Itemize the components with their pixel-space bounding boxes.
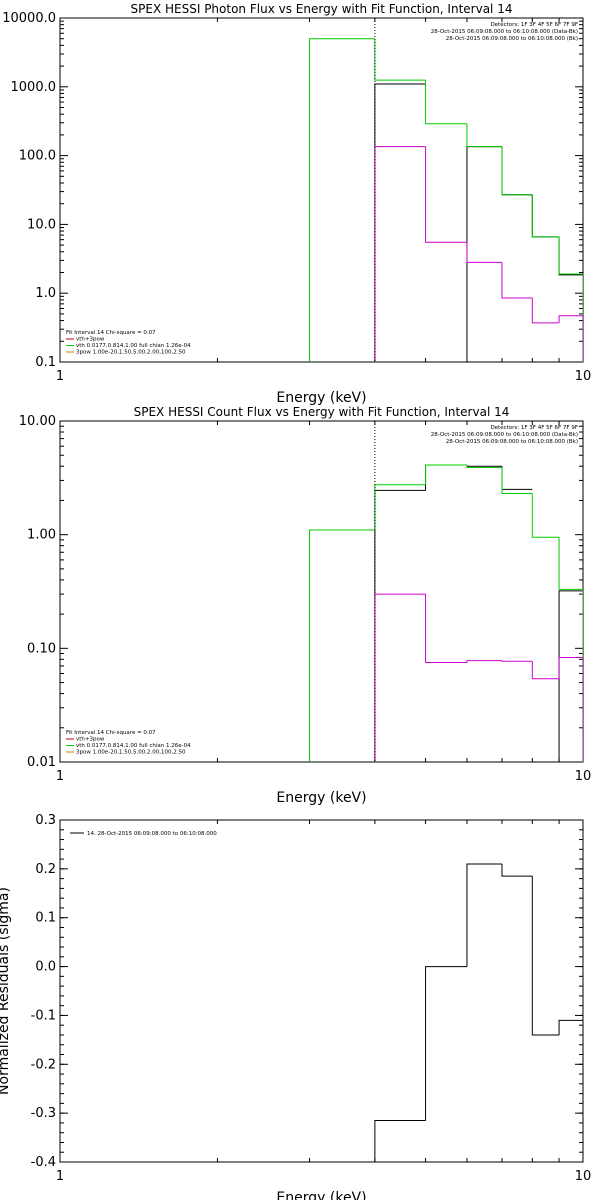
series-1	[374, 464, 583, 762]
x-tick-label: 1	[56, 769, 64, 784]
header-text: Detectors: 1F 3F 4F 5F 6F 7F 9F	[490, 22, 578, 28]
y-tick-label: -0.1	[31, 1008, 56, 1023]
legend-entry: vth 0.0177,0.814,1.00 full chian 1.26e-0…	[76, 743, 191, 749]
y-axis-label: Normalized Residuals (sigma)	[0, 887, 12, 1095]
x-axis-label: Energy (keV)	[276, 1190, 366, 1200]
y-tick-label: 0.0	[35, 960, 56, 975]
series-3	[374, 146, 583, 362]
series-1	[374, 83, 583, 362]
y-tick-label: 0.3	[35, 813, 56, 828]
header-text: 28-Oct-2015 06:09:08.000 to 06:10:08.000…	[431, 29, 578, 35]
series-3	[374, 593, 583, 762]
legend-entry: vth 0.0177,0.814,1.00 full chian 1.26e-0…	[76, 343, 191, 349]
x-axis-label: Energy (keV)	[276, 390, 366, 406]
x-tick-label: 10	[575, 769, 592, 784]
header-text: 28-Oct-2015 06:09:08.000 to 06:10:08.000…	[431, 432, 578, 438]
y-tick-label: -0.4	[31, 1155, 56, 1170]
legend-entry: Fit Interval 14 Chi-square = 0.07	[66, 730, 156, 736]
x-tick-label: 1	[56, 369, 64, 384]
x-tick-label: 10	[575, 369, 592, 384]
chart-2: SPEX HESSI Count Flux vs Energy with Fit…	[19, 405, 591, 806]
header-text: 28-Oct-2015 06:09:08.000 to 06:10:08.000…	[446, 36, 578, 42]
y-tick-label: 0.1	[35, 911, 56, 926]
y-tick-label: 10.0	[27, 217, 56, 232]
y-tick-label: 10.00	[19, 414, 56, 429]
plot-frame	[59, 819, 584, 1163]
chart-3: Energy (keV) Normalized Residuals (sigma)…	[0, 813, 591, 1200]
legend-entry: 14. 28-Oct-2015 06:09:08.000 to 06:10:08…	[87, 831, 217, 837]
y-tick-label: 0.01	[27, 755, 56, 770]
header-text: 28-Oct-2015 06:09:08.000 to 06:10:08.000…	[446, 439, 578, 445]
y-tick-label: -0.2	[31, 1057, 56, 1072]
series-2	[309, 38, 583, 362]
x-tick-label: 1	[56, 1169, 64, 1184]
plot-frame	[59, 17, 584, 363]
y-tick-label: 100.0	[19, 149, 56, 164]
chart-title: SPEX HESSI Photon Flux vs Energy with Fi…	[131, 2, 513, 16]
legend-entry: Fit Interval 14 Chi-square = 0.07	[66, 330, 156, 336]
y-tick-label: 10000.0	[2, 11, 56, 26]
y-tick-label: -0.3	[31, 1106, 56, 1121]
chart-title: SPEX HESSI Count Flux vs Energy with Fit…	[134, 405, 510, 419]
legend-entry: 3pow 1.00e-20,1.50,5.00,2.00,100,2.50	[76, 750, 186, 756]
y-tick-label: 1000.0	[11, 80, 57, 95]
legend-entry: vth+3pow	[76, 337, 105, 343]
y-tick-label: 0.1	[35, 355, 56, 370]
x-tick-label: 10	[575, 1169, 592, 1184]
x-axis-label: Energy (keV)	[276, 790, 366, 806]
legend-entry: 3pow 1.00e-20,1.50,5.00,2.00,100,2.50	[76, 350, 186, 356]
chart-1: SPEX HESSI Photon Flux vs Energy with Fi…	[2, 2, 591, 406]
series-1	[374, 863, 583, 1162]
y-tick-label: 1.0	[35, 286, 56, 301]
y-tick-label: 0.10	[27, 641, 56, 656]
y-tick-label: 1.00	[27, 528, 56, 543]
header-text: Detectors: 1F 3F 4F 5F 6F 7F 9F	[490, 425, 578, 431]
legend-entry: vth+3pow	[76, 737, 105, 743]
y-tick-label: 0.2	[35, 862, 56, 877]
plot-frame	[59, 420, 584, 763]
series-2	[309, 464, 583, 762]
